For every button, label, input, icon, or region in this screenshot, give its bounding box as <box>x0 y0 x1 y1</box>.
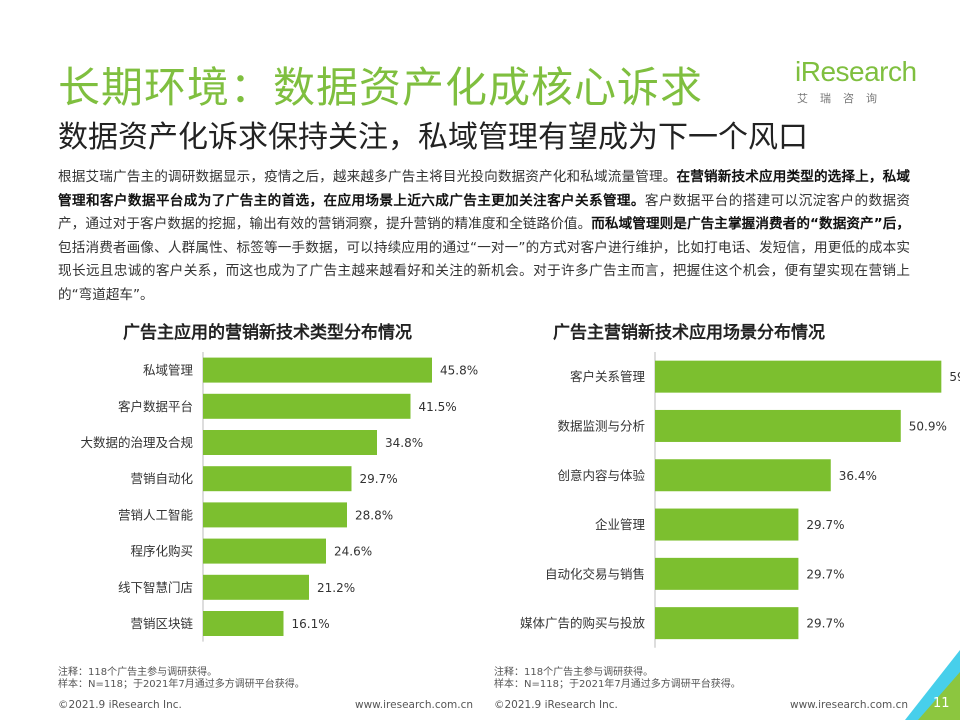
page-number: 11 <box>933 696 950 711</box>
footer-copyright-left: ©2021.9 iResearch Inc. <box>58 699 182 711</box>
data-label: 59.3% <box>949 370 960 384</box>
body-text-5: 包括消费者画像、人群属性、标签等一手数据，可以持续应用的通过“一对一”的方式对客… <box>58 239 910 303</box>
category-label: 创意内容与体验 <box>557 468 645 483</box>
data-label: 34.8% <box>385 436 423 450</box>
logo-main-text: iResearch <box>795 56 917 87</box>
bar <box>655 409 901 442</box>
bar <box>655 360 942 393</box>
body-text-1: 根据艾瑞广告主的调研数据显示，疫情之后，越来越多广告主将目光投向数据资产化和私域… <box>58 169 677 185</box>
category-label: 媒体广告的购买与投放 <box>520 616 646 631</box>
category-label: 线下智慧门店 <box>118 580 193 595</box>
data-label: 29.7% <box>806 617 844 631</box>
category-label: 客户关系管理 <box>570 369 646 384</box>
body-text-2-bold: 在营销新技术应用类型的选择上，私域管理和客户数据平台成为了广告主的首选，在应用场… <box>58 169 911 209</box>
note-right-line2: 样本：N=118；于2021年7月通过多方调研平台获得。 <box>494 679 741 690</box>
note-right: 注释：118个广告主参与调研获得。 样本：N=118；于2021年7月通过多方调… <box>494 667 741 691</box>
bar <box>655 459 831 492</box>
chart-right-title: 广告主营销新技术应用场景分布情况 <box>553 323 825 343</box>
chart-right-svg: 客户关系管理 59.3% 数据监测与分析 50.9% 创意内容与体验 36.4% 企业管理 2… <box>520 352 960 648</box>
bar <box>203 466 352 492</box>
chart-left-title: 广告主应用的营销新技术类型分布情况 <box>123 323 412 343</box>
category-label: 程序化购买 <box>130 544 193 559</box>
data-label: 24.6% <box>334 545 372 559</box>
bar <box>203 357 432 383</box>
bar <box>203 393 411 419</box>
bar <box>203 502 347 528</box>
data-label: 45.8% <box>440 364 478 378</box>
data-label: 21.2% <box>317 581 355 595</box>
category-label: 私域管理 <box>143 363 194 378</box>
bar <box>203 574 309 600</box>
category-label: 营销自动化 <box>130 471 193 486</box>
note-left-line1: 注释：118个广告主参与调研获得。 <box>58 667 218 678</box>
note-left-line2: 样本：N=118；于2021年7月通过多方调研平台获得。 <box>58 679 305 690</box>
footer-copyright-right: ©2021.9 iResearch Inc. <box>494 699 618 711</box>
bar <box>655 508 799 541</box>
data-label: 29.7% <box>806 518 844 532</box>
bar <box>203 430 377 455</box>
note-right-line1: 注释：118个广告主参与调研获得。 <box>494 667 654 678</box>
category-label: 营销区块链 <box>130 616 193 631</box>
bar <box>655 607 799 640</box>
footer-url-right[interactable]: www.iresearch.com.cn <box>790 699 909 711</box>
body-text-4-bold: 而私域管理则是广告主掌握消费者的“数据资产”后， <box>591 216 910 232</box>
data-label: 50.9% <box>909 419 947 433</box>
bar <box>203 538 326 564</box>
category-label: 企业管理 <box>595 517 646 532</box>
bar <box>655 557 799 590</box>
data-label: 29.7% <box>806 567 844 581</box>
data-label: 29.7% <box>360 472 398 486</box>
data-label: 16.1% <box>292 617 330 631</box>
iresearch-logo: iResearch 艾瑞咨询 <box>795 56 920 108</box>
category-label: 大数据的治理及合规 <box>80 435 193 450</box>
data-label: 28.8% <box>355 508 393 522</box>
category-label: 数据监测与分析 <box>557 418 645 433</box>
footer-url-left[interactable]: www.iresearch.com.cn <box>355 699 474 711</box>
bar <box>203 611 284 636</box>
category-label: 客户数据平台 <box>118 399 193 414</box>
category-label: 自动化交易与销售 <box>545 566 645 581</box>
note-left: 注释：118个广告主参与调研获得。 样本：N=118；于2021年7月通过多方调… <box>58 667 305 691</box>
body-text-3: 客户数据平台的搭建可以沉淀客户的数据资产，通过对于客户数据的挖掘，输出有效的营销… <box>58 192 911 233</box>
body-paragraph: 根据艾瑞广告主的调研数据显示，疫情之后，越来越多广告主将目光投向数据资产化和私域… <box>58 166 910 307</box>
page-subtitle: 数据资产化诉求保持关注，私域管理有望成为下一个风口 <box>58 120 808 155</box>
category-label: 营销人工智能 <box>118 507 194 522</box>
page-title: 长期环境：数据资产化成核心诉求 <box>58 63 704 112</box>
data-label: 36.4% <box>839 469 877 483</box>
logo-sub-text: 艾瑞咨询 <box>797 92 889 105</box>
chart-left-svg: 私域管理 45.8% 客户数据平台 41.5% 大数据的治理及合规 34.8% 营销自动化 2… <box>80 352 478 642</box>
data-label: 41.5% <box>419 400 457 414</box>
